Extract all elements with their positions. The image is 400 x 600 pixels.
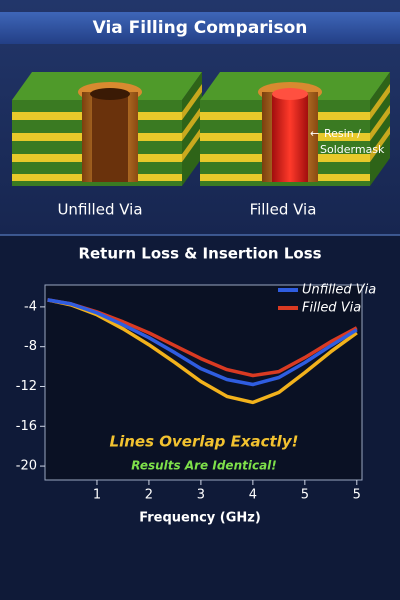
legend-label: Unfilled Via — [302, 283, 376, 298]
y-tick-label: -8 — [24, 339, 37, 354]
legend-label: Filled Via — [302, 301, 361, 316]
x-tick-label: 4 — [249, 488, 257, 503]
callout-line: ← — [310, 127, 319, 140]
y-tick-label: -12 — [16, 379, 37, 394]
x-tick-label: 2 — [145, 488, 153, 503]
filled-label: Filled Via — [250, 201, 317, 219]
unfilled-board — [12, 72, 202, 186]
filled-board — [200, 72, 390, 186]
y-tick-label: -16 — [16, 419, 37, 434]
y-tick-label: -20 — [16, 459, 37, 474]
x-tick-label: 5 — [353, 488, 361, 503]
series-line — [47, 298, 358, 387]
annotation: Results Are Identical! — [131, 459, 277, 473]
x-tick-label: 3 — [197, 488, 205, 503]
x-tick-label: 5 — [301, 488, 309, 503]
y-tick-label: -4 — [24, 299, 37, 314]
unfilled-label: Unfilled Via — [57, 201, 142, 219]
chart-title: Return Loss & Insertion Loss — [78, 245, 321, 263]
callout-line: Resin / — [324, 127, 361, 140]
x-tick-label: 1 — [93, 488, 101, 503]
annotation: Lines Overlap Exactly! — [110, 433, 299, 451]
x-axis-label: Frequency (GHz) — [139, 511, 261, 526]
header-band — [0, 12, 400, 44]
callout-line: Soldermask — [320, 143, 385, 156]
header-title: Via Filling Comparison — [93, 18, 308, 38]
